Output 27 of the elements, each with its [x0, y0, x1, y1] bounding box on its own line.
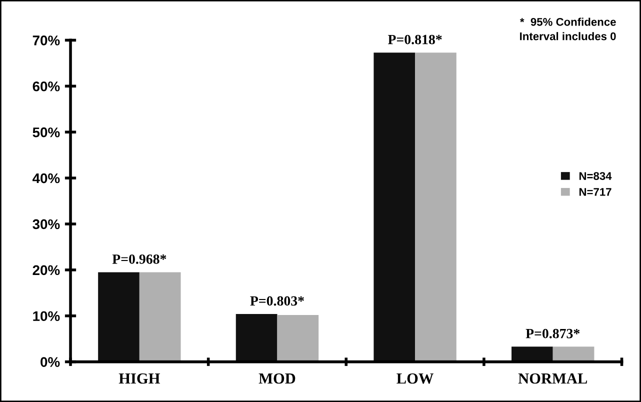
bar	[415, 52, 456, 362]
annotation: P=0.803*	[250, 296, 304, 306]
y-tick-label: 30%	[32, 219, 60, 230]
annotation: P=0.968*	[112, 254, 166, 264]
bar	[236, 314, 278, 362]
bar	[139, 272, 181, 362]
y-tick-label: 20%	[32, 265, 60, 276]
bar	[277, 314, 319, 362]
annotation: * 95% Confidence Interval includes 0	[520, 18, 616, 40]
legend-label: N=717	[579, 188, 612, 196]
y-tick-label: 10%	[33, 311, 60, 322]
x-tick-label: HIGH	[118, 373, 160, 384]
legend-label: N=834	[579, 172, 612, 180]
bar	[552, 346, 594, 362]
annotation: P=0.818*	[388, 34, 442, 44]
bar	[374, 52, 416, 362]
x-tick-label: NORMAL	[518, 373, 588, 384]
y-tick-label: 60%	[32, 81, 60, 92]
y-tick-label: 50%	[32, 127, 60, 138]
bar	[512, 346, 553, 362]
y-tick-label: 0%	[40, 357, 60, 367]
bar	[98, 272, 140, 362]
y-tick-label: 40%	[32, 173, 60, 184]
annotation: P=0.873*	[526, 328, 580, 338]
x-tick-label: LOW	[396, 373, 434, 384]
y-tick-label: 70%	[32, 36, 60, 46]
x-tick-label: MOD	[258, 373, 296, 384]
